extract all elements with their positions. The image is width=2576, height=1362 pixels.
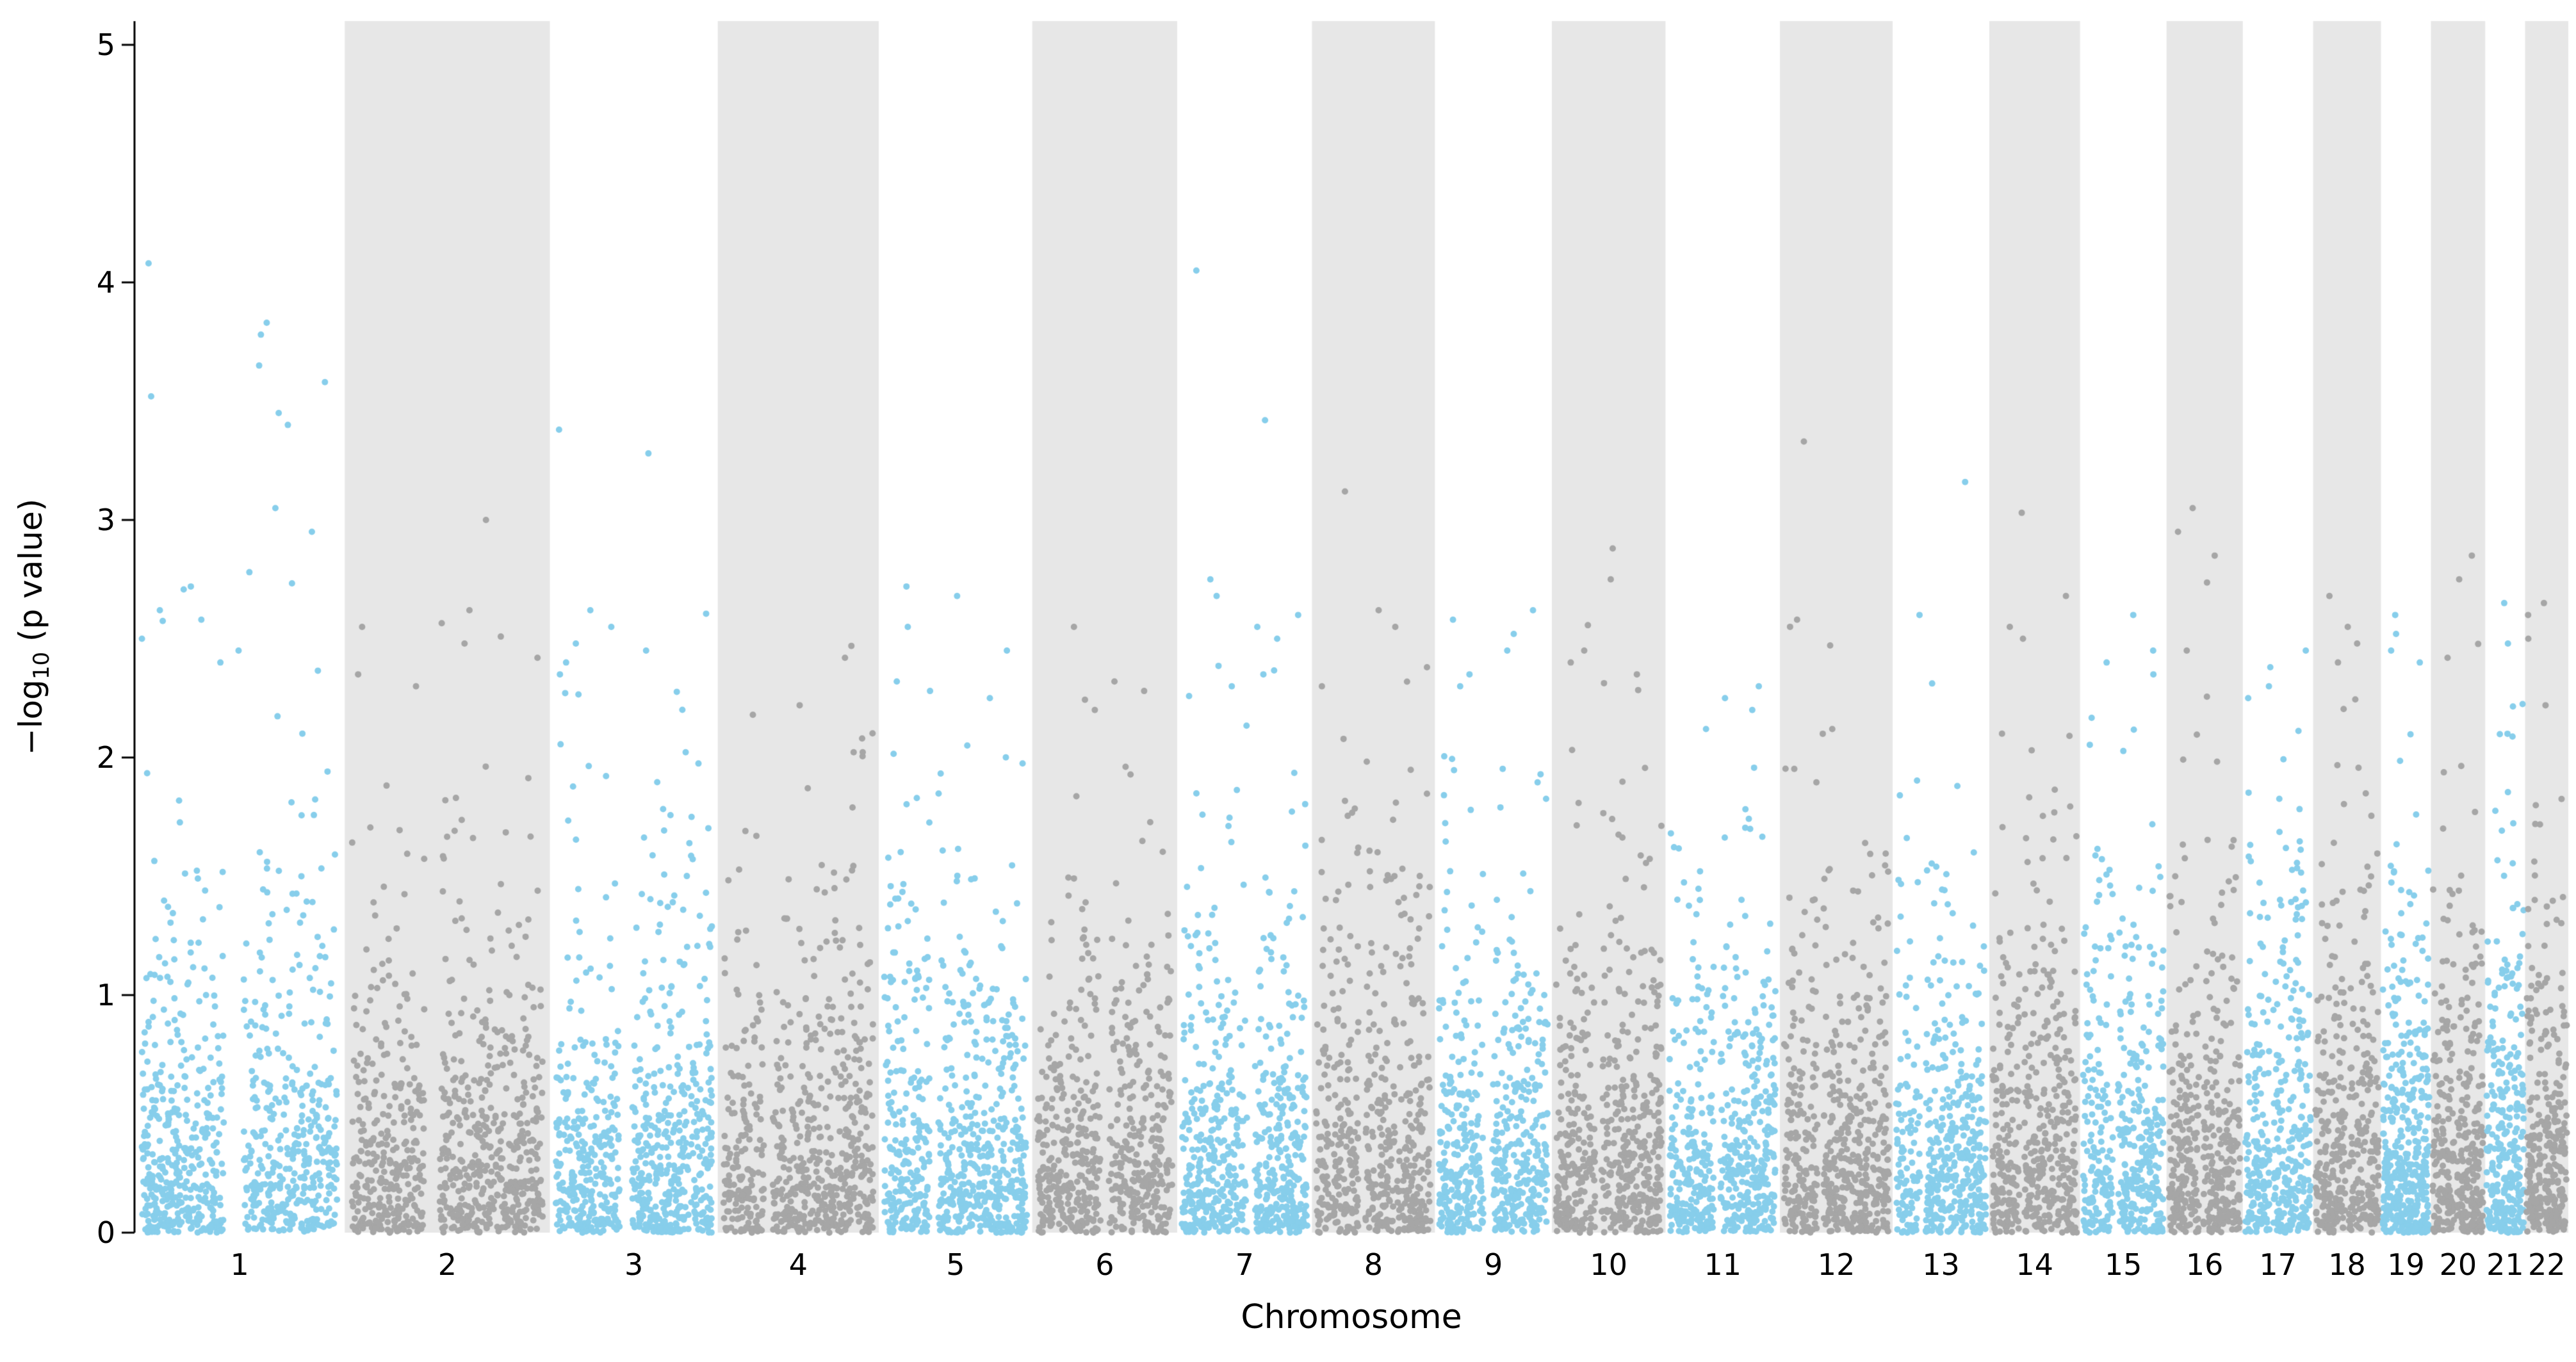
y-tick-label: 1	[96, 978, 115, 1012]
y-tick-label: 4	[96, 265, 115, 300]
x-tick-label-chromosome-22: 22	[2527, 1247, 2566, 1282]
x-tick-label-chromosome-21: 21	[2486, 1247, 2524, 1282]
y-tick-label: 5	[96, 28, 115, 62]
x-tick-label-chromosome-13: 13	[1922, 1247, 1960, 1282]
x-tick-label-chromosome-6: 6	[1095, 1247, 1114, 1282]
y-tick-label: 3	[96, 503, 115, 537]
x-tick-label-chromosome-12: 12	[1817, 1247, 1855, 1282]
x-tick-label-chromosome-3: 3	[624, 1247, 644, 1282]
x-tick-label-chromosome-14: 14	[2016, 1247, 2054, 1282]
x-tick-label-chromosome-7: 7	[1235, 1247, 1254, 1282]
x-axis-label: Chromosome	[1241, 1298, 1462, 1336]
x-tick-label-chromosome-9: 9	[1484, 1247, 1503, 1282]
x-tick-label-chromosome-19: 19	[2387, 1247, 2425, 1282]
y-axis-label-post: (p value)	[12, 498, 49, 652]
x-tick-label-chromosome-16: 16	[2185, 1247, 2224, 1282]
x-tick-label-chromosome-8: 8	[1364, 1247, 1383, 1282]
x-tick-label-chromosome-20: 20	[2439, 1247, 2477, 1282]
x-tick-label-chromosome-17: 17	[2259, 1247, 2297, 1282]
x-tick-label-chromosome-2: 2	[437, 1247, 457, 1282]
x-tick-label-chromosome-4: 4	[788, 1247, 808, 1282]
y-tick-label: 2	[96, 740, 115, 775]
y-axis-label-sub: 10	[29, 651, 54, 680]
x-tick-label-chromosome-11: 11	[1704, 1247, 1741, 1282]
x-tick-label-chromosome-15: 15	[2104, 1247, 2142, 1282]
y-axis-label-pre: −log	[12, 679, 49, 756]
x-tick-label-chromosome-10: 10	[1590, 1247, 1627, 1282]
x-tick-label-chromosome-5: 5	[946, 1247, 965, 1282]
x-tick-label-chromosome-18: 18	[2328, 1247, 2366, 1282]
x-tick-label-chromosome-1: 1	[230, 1247, 249, 1282]
y-tick-label: 0	[96, 1215, 115, 1250]
